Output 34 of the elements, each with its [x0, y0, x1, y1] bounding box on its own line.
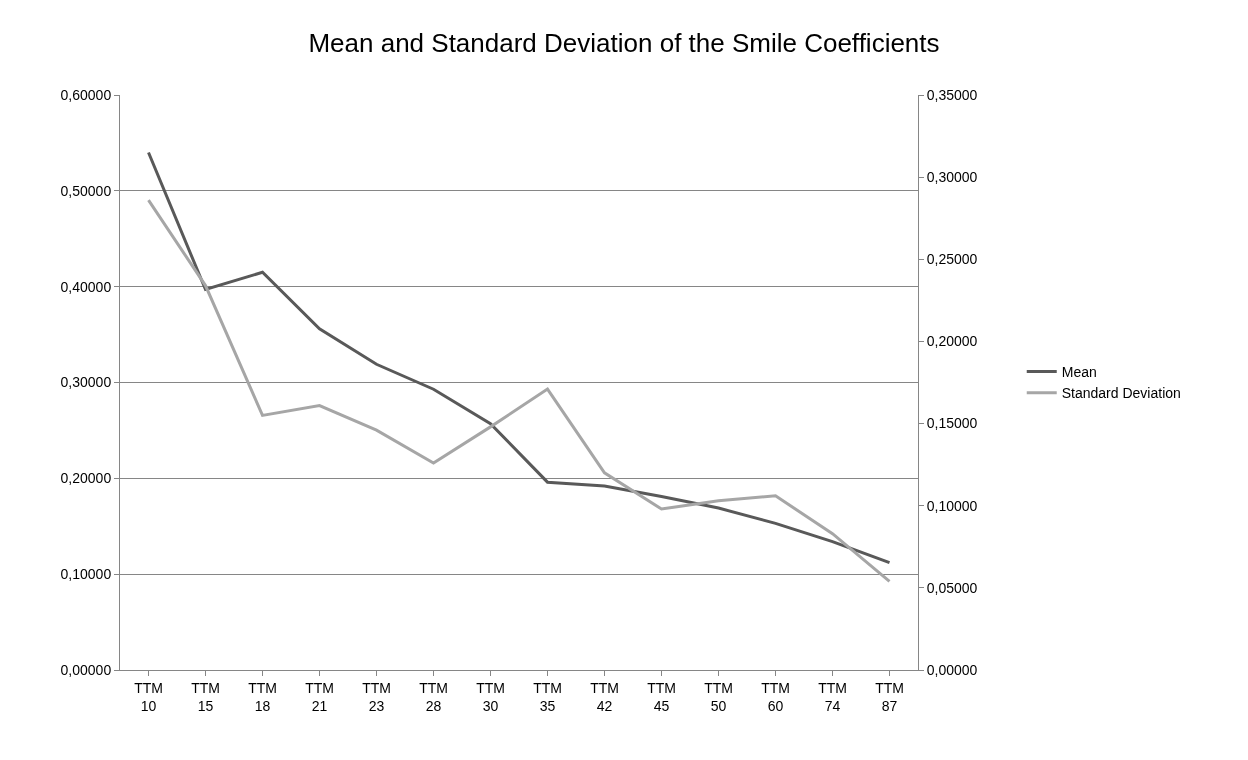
x-tick-label: TTM 42: [590, 679, 619, 714]
y-tick-label: 0,10000: [60, 566, 112, 583]
x-tick-label: TTM 21: [305, 679, 334, 714]
x-tick-label: TTM 60: [761, 679, 790, 714]
line-series: [147, 151, 891, 565]
chart-title: Mean and Standard Deviation of the Smile Coefficients: [308, 28, 940, 59]
y-tick-label: 0,60000: [60, 86, 112, 103]
x-tick-label: TTM 18: [248, 679, 277, 714]
x-tick-label: TTM 15: [191, 679, 220, 714]
x-tick-label: TTM 50: [704, 679, 733, 714]
y2-tick-label: 0,20000: [926, 333, 978, 350]
x-tick-label: TTM 35: [533, 679, 562, 714]
line-series: [147, 198, 891, 583]
y2-tick-label: 0,35000: [926, 86, 978, 103]
y2-tick-label: 0,10000: [926, 497, 978, 514]
x-tick-label: TTM 30: [476, 679, 505, 714]
y-tick-label: 0,40000: [60, 278, 112, 295]
y-tick-label: 0,20000: [60, 470, 112, 487]
y-tick-label: 0,50000: [60, 182, 112, 199]
y2-tick-label: 0,05000: [926, 579, 978, 596]
x-tick-label: TTM 87: [875, 679, 904, 714]
x-tick-label: TTM 23: [362, 679, 391, 714]
y2-tick-label: 0,30000: [926, 169, 978, 186]
y2-tick-label: 0,00000: [926, 661, 978, 678]
legend-label: Mean: [1061, 364, 1097, 381]
y2-tick-label: 0,25000: [926, 251, 978, 268]
x-tick-label: TTM 45: [647, 679, 676, 714]
x-tick-label: TTM 28: [419, 679, 448, 714]
y-tick-label: 0,00000: [60, 661, 112, 678]
x-tick-label: TTM 74: [818, 679, 847, 714]
x-tick-label: TTM 10: [134, 679, 163, 714]
y2-tick-label: 0,15000: [926, 415, 978, 432]
y-tick-label: 0,30000: [60, 374, 112, 391]
legend-label: Standard Deviation: [1061, 385, 1181, 402]
